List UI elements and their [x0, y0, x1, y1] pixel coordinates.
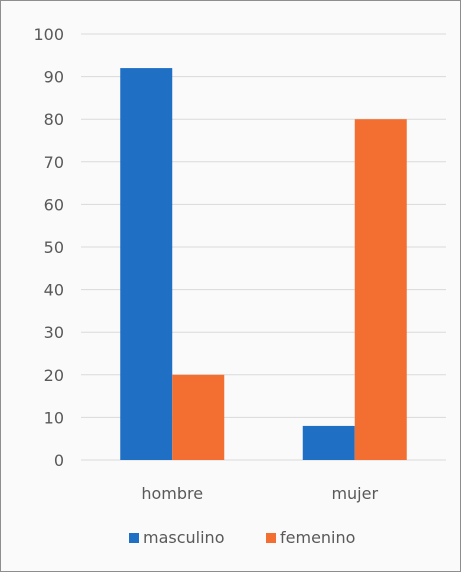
legend-label-femenino: femenino	[280, 528, 355, 547]
y-tick-label: 10	[44, 408, 64, 427]
bar-femenino-mujer	[354, 119, 407, 460]
y-tick-label: 30	[44, 323, 64, 342]
legend-label-masculino: masculino	[143, 528, 224, 547]
y-tick-label: 0	[54, 451, 64, 470]
bar-masculino-hombre	[120, 68, 173, 460]
y-tick-label: 70	[44, 153, 64, 172]
y-tick-label: 60	[44, 195, 64, 214]
legend-swatch-femenino	[266, 533, 276, 543]
y-tick-label: 50	[44, 238, 64, 257]
y-axis-tick-labels: 0 10 20 30 40 50 60 70 80 90 100	[33, 25, 64, 470]
bar-masculino-mujer	[302, 425, 355, 460]
bars	[120, 68, 407, 460]
y-tick-label: 100	[33, 25, 64, 44]
x-tick-label-hombre: hombre	[141, 484, 203, 503]
y-tick-label: 90	[44, 68, 64, 87]
x-axis-tick-labels: hombre mujer	[141, 484, 378, 503]
x-tick-label-mujer: mujer	[331, 484, 378, 503]
y-tick-label: 40	[44, 281, 64, 300]
y-tick-label: 20	[44, 366, 64, 385]
bar-femenino-hombre	[172, 374, 225, 460]
legend-swatch-masculino	[129, 533, 139, 543]
y-tick-label: 80	[44, 110, 64, 129]
legend: masculino femenino	[129, 528, 355, 547]
